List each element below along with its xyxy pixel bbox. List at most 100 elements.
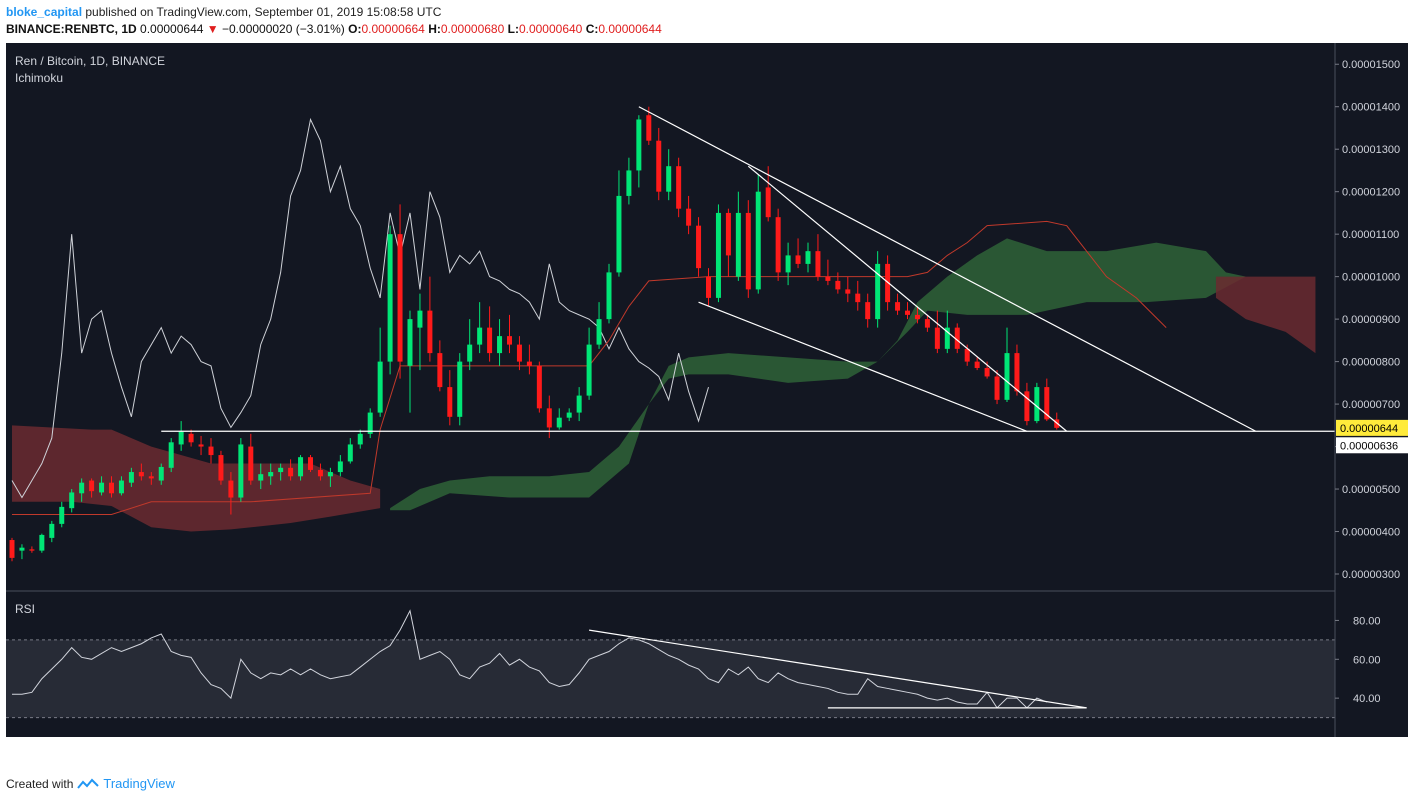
candle-body [715, 212, 721, 298]
author-link[interactable]: bloke_capital [6, 5, 83, 19]
candle-body [467, 344, 473, 362]
candle-body [646, 115, 652, 141]
candle-body [526, 361, 532, 366]
candle-body [546, 408, 552, 428]
candle-body [387, 234, 393, 362]
candle-body [507, 336, 512, 345]
candle-body [666, 166, 672, 192]
candle-body [875, 263, 881, 320]
candle-body [178, 431, 184, 445]
candle-body [576, 395, 582, 413]
price-tick-label: 0.00000800 [1342, 357, 1400, 369]
candle-body [974, 361, 980, 368]
close-value: 0.00000644 [598, 22, 662, 36]
candle-body [248, 446, 254, 481]
candle-body [397, 234, 403, 362]
candle-body [437, 353, 443, 388]
trendlines[interactable] [161, 106, 1335, 432]
candle-body [885, 263, 891, 303]
candle-body [536, 365, 542, 409]
candle-body [457, 361, 463, 417]
candle-body [994, 376, 1000, 400]
down-arrow-icon: ▼ [206, 22, 219, 36]
last-price-tag-label: 0.00000644 [1340, 423, 1398, 435]
candle-body [686, 208, 692, 226]
candle-body [188, 433, 194, 443]
high-value: 0.00000680 [440, 22, 505, 36]
candle-body [238, 444, 244, 498]
price-tick-label: 0.00001000 [1342, 272, 1400, 284]
created-with-text: Created with [6, 776, 74, 791]
open-value: 0.00000664 [361, 22, 425, 36]
candle-body [855, 293, 861, 303]
rsi-pane [6, 609, 1335, 719]
candle-body [964, 348, 970, 362]
candle-body [278, 467, 284, 473]
bear-cloud [12, 425, 381, 532]
candle-body [427, 310, 433, 354]
price-tick-label: 0.00000300 [1342, 569, 1400, 581]
candle-body [566, 412, 572, 418]
candle-body [268, 472, 274, 477]
price-tick-label: 0.00000500 [1342, 484, 1400, 496]
candle-body [815, 251, 821, 277]
candle-body [755, 191, 761, 290]
candle-body [934, 327, 940, 349]
ichimoku-cloud [12, 238, 1316, 532]
candle-body [1004, 353, 1010, 400]
candle-body [745, 212, 751, 290]
candle-body [19, 547, 25, 551]
tradingview-brand[interactable]: TradingView [103, 776, 175, 791]
rsi-trendline [589, 629, 1087, 709]
upper-trendline [638, 106, 1257, 432]
candle-body [99, 482, 105, 493]
candle-body [347, 444, 353, 462]
chart-canvas[interactable]: 0.000003000.000004000.000005000.00000600… [6, 43, 1408, 737]
candle-body [288, 467, 294, 477]
price-tick-label: 0.00000700 [1342, 399, 1400, 411]
candle-body [795, 255, 801, 264]
publish-info: bloke_capital published on TradingView.c… [6, 5, 441, 19]
candle-body [706, 276, 711, 298]
candle-body [725, 212, 731, 256]
ichimoku-lagging-span [11, 117, 709, 499]
price-change: −0.00000020 (−3.01%) [222, 22, 345, 36]
candle-body [1034, 387, 1040, 422]
line-price-tag [1336, 437, 1408, 454]
candle-body [944, 327, 950, 349]
candle-body [735, 212, 741, 277]
candle-body [118, 480, 124, 494]
candle-body [914, 314, 920, 320]
open-label: O: [348, 22, 362, 36]
rsi-band [6, 639, 1335, 718]
candle-body [845, 289, 851, 294]
symbol-info: BINANCE:RENBTC, 1D 0.00000644 ▼ −0.00000… [6, 22, 662, 36]
candle-body [696, 225, 702, 269]
price-tick-label: 0.00001100 [1342, 229, 1399, 241]
low-label: L: [507, 22, 519, 36]
candle-body [1044, 387, 1050, 420]
price-tick-label: 0.00001300 [1342, 144, 1400, 156]
candle-body [984, 367, 990, 377]
symbol-name: BINANCE:RENBTC, 1D [6, 22, 137, 36]
rsi-tick-label: 80.00 [1353, 615, 1381, 627]
rsi-line [12, 609, 1047, 709]
candle-body [825, 276, 831, 281]
close-label: C: [585, 22, 599, 36]
candle-body [59, 506, 65, 524]
candle-body [556, 417, 562, 428]
tradingview-logo-icon [77, 778, 100, 789]
price-tick-label: 0.00001500 [1342, 59, 1400, 71]
candle-body [785, 255, 791, 273]
candle-body [616, 195, 622, 273]
candle-body [626, 170, 632, 196]
candle-body [377, 361, 383, 413]
candle-body [89, 480, 95, 492]
last-price: 0.00000644 [140, 22, 204, 36]
candle-body [128, 472, 134, 483]
candle-body [69, 492, 75, 509]
price-tick-label: 0.00000400 [1342, 527, 1400, 539]
candle-body [497, 336, 503, 354]
candle-body [29, 549, 35, 551]
lagging-line [11, 117, 709, 499]
